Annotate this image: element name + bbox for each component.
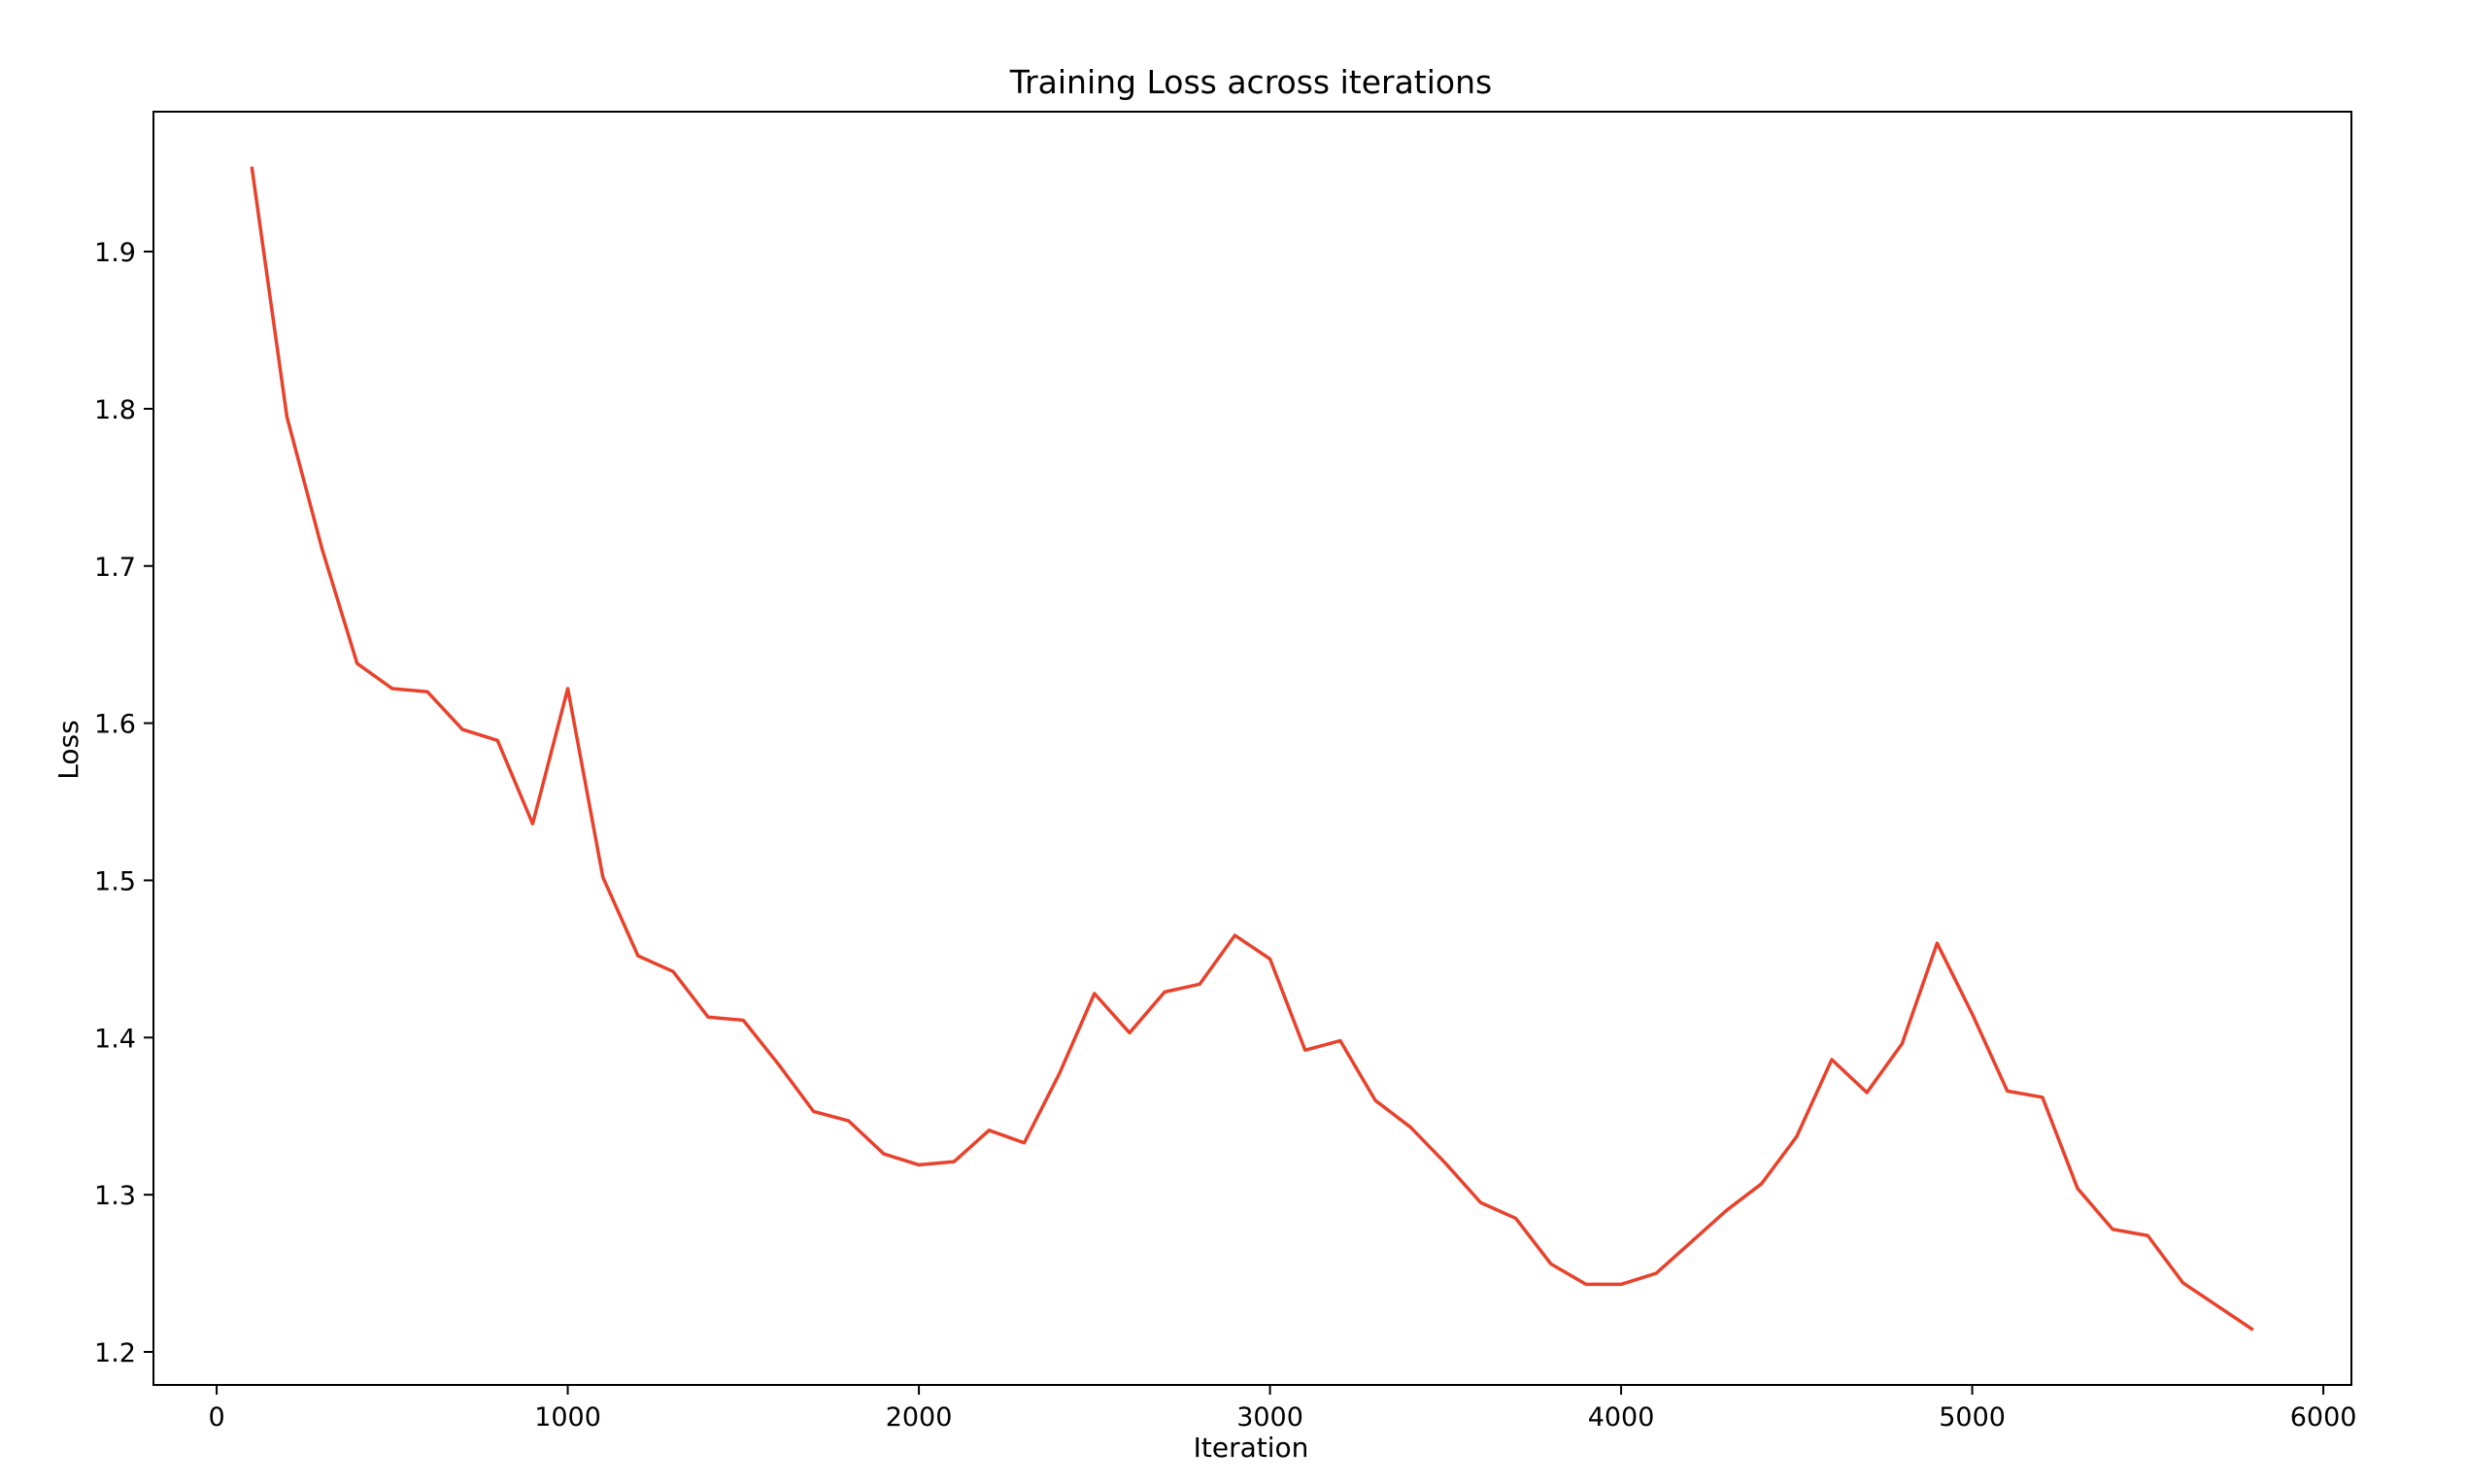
y-axis-label: Loss: [52, 720, 84, 779]
y-tick-label: 1.6: [94, 710, 136, 740]
y-tick-label: 1.8: [94, 395, 136, 425]
x-axis: 0 1000 2000 3000 4000 5000 6000: [208, 1385, 2356, 1433]
loss-series-line: [250, 166, 2254, 1332]
x-tick-label: 2000: [886, 1402, 953, 1433]
y-tick-label: 1.4: [94, 1024, 136, 1054]
x-axis-label: Iteration: [1194, 1432, 1309, 1464]
y-tick-label: 1.9: [94, 238, 136, 268]
plot-frame: [152, 111, 2352, 1386]
chart-title: Training Loss across iterations: [1009, 63, 1492, 101]
y-tick-label: 1.3: [94, 1181, 136, 1211]
y-axis: 1.2 1.3 1.4 1.5 1.6 1.7 1.8 1.9: [94, 238, 153, 1368]
x-tick-label: 1000: [534, 1402, 601, 1433]
x-tick-label: 0: [208, 1402, 224, 1433]
y-tick-label: 1.5: [94, 866, 136, 896]
x-tick-label: 6000: [2290, 1402, 2357, 1433]
y-tick-label: 1.7: [94, 553, 136, 583]
plot-area: [250, 166, 2254, 1332]
y-tick-label: 1.2: [94, 1338, 136, 1368]
x-tick-label: 3000: [1236, 1402, 1303, 1433]
x-tick-label: 5000: [1939, 1402, 2006, 1433]
x-tick-label: 4000: [1588, 1402, 1655, 1433]
